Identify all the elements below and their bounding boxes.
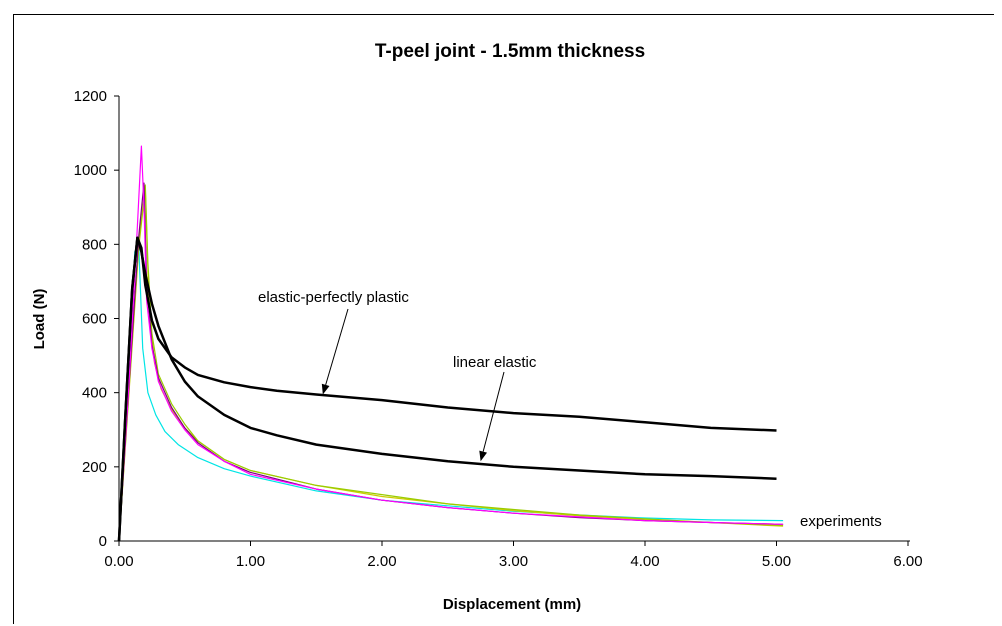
annotation-experiments: experiments <box>800 513 882 530</box>
x-axis-title: Displacement (mm) <box>443 596 581 613</box>
x-tick-label: 6.00 <box>893 553 922 570</box>
y-tick-label: 800 <box>82 236 107 253</box>
axes <box>118 96 910 542</box>
y-tick-label: 400 <box>82 385 107 402</box>
y-tick-label: 0 <box>99 533 107 550</box>
y-tick-label: 200 <box>82 459 107 476</box>
annotation-linear-elastic: linear elastic <box>453 354 537 371</box>
series-line-linear-elastic <box>117 236 777 542</box>
y-tick-label: 1200 <box>74 88 107 105</box>
x-tick-label: 4.00 <box>630 553 659 570</box>
annotation-arrow-elastic-perfectly-plastic <box>325 308 349 386</box>
annotation-arrowhead-linear-elastic <box>479 450 488 462</box>
chart-title: T-peel joint - 1.5mm thickness <box>375 41 645 62</box>
x-tick-label: 0.00 <box>104 553 133 570</box>
series-line-exp-purple <box>118 182 784 542</box>
x-tick-label: 2.00 <box>367 553 396 570</box>
series-line-exp-magenta <box>118 145 784 542</box>
series-layer <box>117 145 784 542</box>
x-tick-label: 5.00 <box>762 553 791 570</box>
chart-frame <box>13 14 994 624</box>
y-axis-title: Load (N) <box>31 289 48 350</box>
y-tick-label: 1000 <box>74 162 107 179</box>
series-line-elastic-perfectly-plastic <box>117 236 777 542</box>
x-tick-label: 1.00 <box>236 553 265 570</box>
x-tick-label: 3.00 <box>499 553 528 570</box>
annotation-arrowhead-elastic-perfectly-plastic <box>321 383 330 395</box>
series-line-exp-olive <box>118 184 784 542</box>
annotation-arrow-linear-elastic <box>482 371 505 452</box>
x-ticks: 0.00 1.00 2.00 3.00 4.00 5.00 6.00 <box>104 541 923 570</box>
y-ticks: 0 200 400 600 800 1000 1200 <box>74 88 119 550</box>
annotation-elastic-perfectly-plastic: elastic-perfectly plastic <box>258 289 409 306</box>
series-line-exp-yellow <box>118 188 784 542</box>
series-line-exp-cyan <box>118 243 784 542</box>
annotations: elastic-perfectly plastic linear elastic… <box>258 289 882 530</box>
y-tick-label: 600 <box>82 311 107 328</box>
